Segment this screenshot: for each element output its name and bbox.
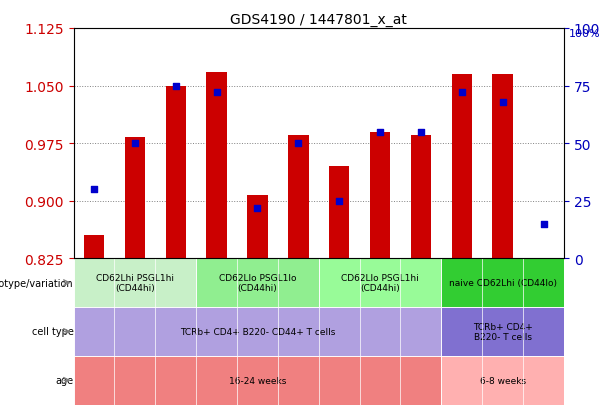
Point xyxy=(130,140,140,147)
FancyBboxPatch shape xyxy=(441,259,564,307)
Text: TCRb+ CD4+ B220- CD44+ T cells: TCRb+ CD4+ B220- CD44+ T cells xyxy=(180,327,335,336)
Text: 100%: 100% xyxy=(569,29,601,39)
Text: CD62Llo PSGL1hi
(CD44hi): CD62Llo PSGL1hi (CD44hi) xyxy=(341,273,419,293)
Bar xyxy=(370,132,390,259)
Point xyxy=(171,83,181,90)
Point xyxy=(211,90,221,97)
Bar xyxy=(166,86,186,259)
FancyBboxPatch shape xyxy=(196,259,319,307)
Bar xyxy=(492,75,513,259)
Bar xyxy=(452,75,472,259)
Point xyxy=(375,129,385,135)
Title: GDS4190 / 1447801_x_at: GDS4190 / 1447801_x_at xyxy=(230,12,407,26)
Bar xyxy=(207,73,227,259)
Point xyxy=(498,99,508,106)
Text: 6-8 weeks: 6-8 weeks xyxy=(479,376,526,385)
Bar xyxy=(288,136,308,259)
Point xyxy=(253,205,262,211)
Point xyxy=(294,140,303,147)
Point xyxy=(416,129,426,135)
Bar xyxy=(84,235,104,259)
Text: CD62Lhi PSGL1hi
(CD44hi): CD62Lhi PSGL1hi (CD44hi) xyxy=(96,273,174,293)
FancyBboxPatch shape xyxy=(74,259,196,307)
Bar xyxy=(247,195,268,259)
Text: 16-24 weeks: 16-24 weeks xyxy=(229,376,286,385)
Bar xyxy=(124,138,145,259)
FancyBboxPatch shape xyxy=(74,356,441,405)
Point xyxy=(334,198,344,204)
Bar xyxy=(411,136,431,259)
Bar xyxy=(329,167,349,259)
Text: age: age xyxy=(55,375,74,385)
Text: naive CD62Lhi (CD44lo): naive CD62Lhi (CD44lo) xyxy=(449,278,557,287)
FancyBboxPatch shape xyxy=(441,307,564,356)
FancyBboxPatch shape xyxy=(319,259,441,307)
FancyBboxPatch shape xyxy=(441,356,564,405)
Text: TCRb+ CD4+
B220- T cells: TCRb+ CD4+ B220- T cells xyxy=(473,322,533,341)
FancyBboxPatch shape xyxy=(74,307,441,356)
Point xyxy=(539,221,549,228)
Text: CD62Llo PSGL1lo
(CD44hi): CD62Llo PSGL1lo (CD44hi) xyxy=(219,273,296,293)
Text: genotype/variation: genotype/variation xyxy=(0,278,74,288)
Point xyxy=(457,90,466,97)
Text: cell type: cell type xyxy=(32,327,74,337)
Point xyxy=(89,186,99,193)
